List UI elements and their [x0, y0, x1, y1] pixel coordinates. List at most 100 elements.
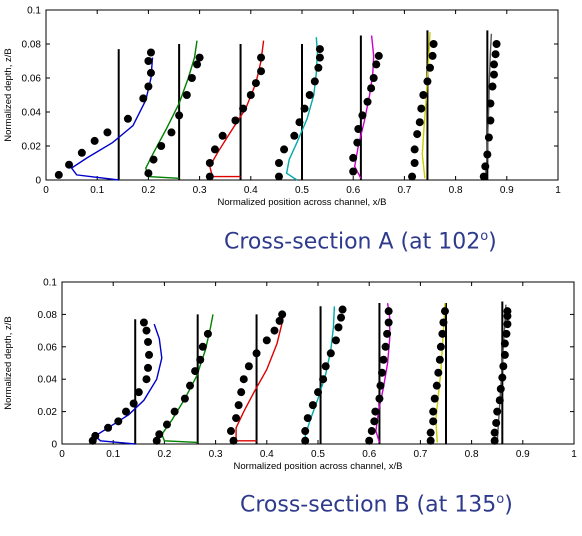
- series-7-data-point: [481, 162, 490, 171]
- series-6-data-point: [436, 342, 445, 351]
- series-6-data-point: [429, 407, 438, 416]
- y-tick-label: 0.1: [43, 278, 57, 289]
- series-5-data-point: [372, 60, 381, 69]
- series-5-data-point: [354, 125, 363, 133]
- series-2-data-point: [149, 155, 158, 164]
- series-6-data-point: [434, 368, 443, 377]
- x-tick-label: 1: [571, 449, 577, 460]
- x-axis-label: Normalized position across channel, x/B: [218, 197, 387, 208]
- series-1-data-point: [146, 48, 155, 57]
- series-4-data-point: [290, 131, 299, 140]
- series-7-data-point: [495, 396, 504, 405]
- series-5-profile-line: [353, 35, 375, 179]
- series-4-data-point: [331, 336, 340, 345]
- series-3-data-point: [210, 145, 219, 154]
- series-1-data-point: [144, 57, 153, 65]
- series-1-data-point: [129, 399, 138, 408]
- caption-b-degree: o: [496, 492, 505, 507]
- series-7-data-point: [483, 150, 492, 159]
- series-5-data-point: [367, 84, 376, 93]
- series-6-profile-line: [421, 32, 431, 179]
- x-axis-label: Normalized position across channel, x/B: [234, 461, 403, 472]
- series-7-data-point: [484, 133, 493, 142]
- x-tick-label: 0.8: [449, 185, 463, 196]
- series-1-data-point: [104, 423, 113, 432]
- series-6-data-point: [413, 130, 422, 139]
- caption-a-text: Cross-section A (at 102: [224, 229, 481, 255]
- series-7-data-point: [490, 70, 498, 79]
- series-1-data-point: [103, 128, 112, 137]
- y-tick-label: 0.06: [38, 342, 58, 353]
- series-4-data-point: [334, 323, 343, 332]
- x-tick-label: 0: [43, 185, 49, 196]
- series-7-data-point: [486, 99, 495, 108]
- series-5-data-point: [374, 51, 383, 60]
- series-3-profile-line: [235, 311, 285, 442]
- y-axis-label: Normalized depth, z/B: [3, 48, 14, 141]
- series-3-data-point: [244, 362, 253, 371]
- series-6-data-point: [435, 355, 444, 364]
- y-tick-label: 0.08: [38, 310, 58, 321]
- y-tick-label: 0.08: [22, 40, 42, 51]
- series-4-data-point: [314, 388, 322, 397]
- series-7-data-point: [493, 407, 502, 416]
- series-1-data-point: [77, 148, 86, 157]
- series-4-data-point: [301, 436, 310, 445]
- series-2-data-point: [175, 111, 184, 120]
- series-6-data-point: [423, 77, 432, 86]
- series-4-data-point: [301, 427, 310, 436]
- series-5-data-point: [367, 427, 376, 436]
- series-7-data-point: [499, 362, 508, 371]
- series-4-data-point: [337, 313, 346, 322]
- series-4-data-point: [274, 172, 283, 181]
- y-tick-label: 0.04: [38, 375, 58, 386]
- series-4-data-point: [305, 91, 314, 99]
- series-3-data-point: [262, 336, 271, 345]
- series-7-data-point: [496, 384, 505, 393]
- series-4-data-point: [274, 159, 283, 167]
- y-tick-label: 0: [51, 440, 57, 451]
- series-2-data-point: [162, 420, 171, 429]
- series-3-data-point: [246, 91, 255, 99]
- series-5-data-point: [370, 417, 379, 426]
- x-tick-label: 0.1: [106, 449, 120, 460]
- series-7-data-point: [488, 82, 497, 91]
- series-2-data-point: [191, 367, 200, 376]
- series-4-data-point: [321, 362, 330, 371]
- x-tick-label: 0.4: [260, 449, 274, 460]
- series-1-data-point: [146, 68, 155, 77]
- series-2-data-point: [167, 128, 176, 137]
- series-7-data-point: [486, 116, 495, 125]
- series-6-data-point: [429, 40, 438, 48]
- series-5-data-point: [384, 318, 393, 327]
- series-4-data-point: [319, 375, 328, 384]
- series-1-data-point: [54, 170, 63, 179]
- series-3-data-point: [237, 388, 246, 397]
- series-4-data-point: [326, 349, 335, 358]
- series-5-data-point: [358, 111, 367, 120]
- series-5-data-point: [375, 394, 384, 403]
- series-1-data-point: [123, 114, 132, 123]
- y-tick-label: 0.06: [22, 74, 42, 85]
- series-6-data-point: [430, 394, 439, 403]
- series-7-data-point: [492, 418, 501, 427]
- series-4-data-point: [314, 63, 323, 72]
- x-tick-label: 0.5: [295, 185, 309, 196]
- y-tick-label: 0: [35, 176, 41, 187]
- series-5-data-point: [371, 407, 380, 416]
- x-tick-label: 0.7: [397, 185, 411, 196]
- series-7-data-point: [492, 40, 501, 48]
- series-1-data-point: [134, 388, 143, 397]
- series-4-data-point: [300, 104, 309, 113]
- series-6-data-point: [438, 329, 447, 338]
- series-7-data-point: [500, 339, 509, 348]
- series-6-data-point: [415, 118, 424, 127]
- caption-a-degree: o: [480, 229, 489, 244]
- series-1-data-point: [122, 407, 130, 416]
- series-3-data-point: [251, 79, 260, 88]
- series-5-data-point: [379, 355, 388, 364]
- y-tick-label: 0.04: [22, 108, 42, 119]
- series-5-data-point: [349, 153, 358, 162]
- x-tick-label: 0.2: [141, 185, 155, 196]
- series-7-data-point: [500, 350, 509, 359]
